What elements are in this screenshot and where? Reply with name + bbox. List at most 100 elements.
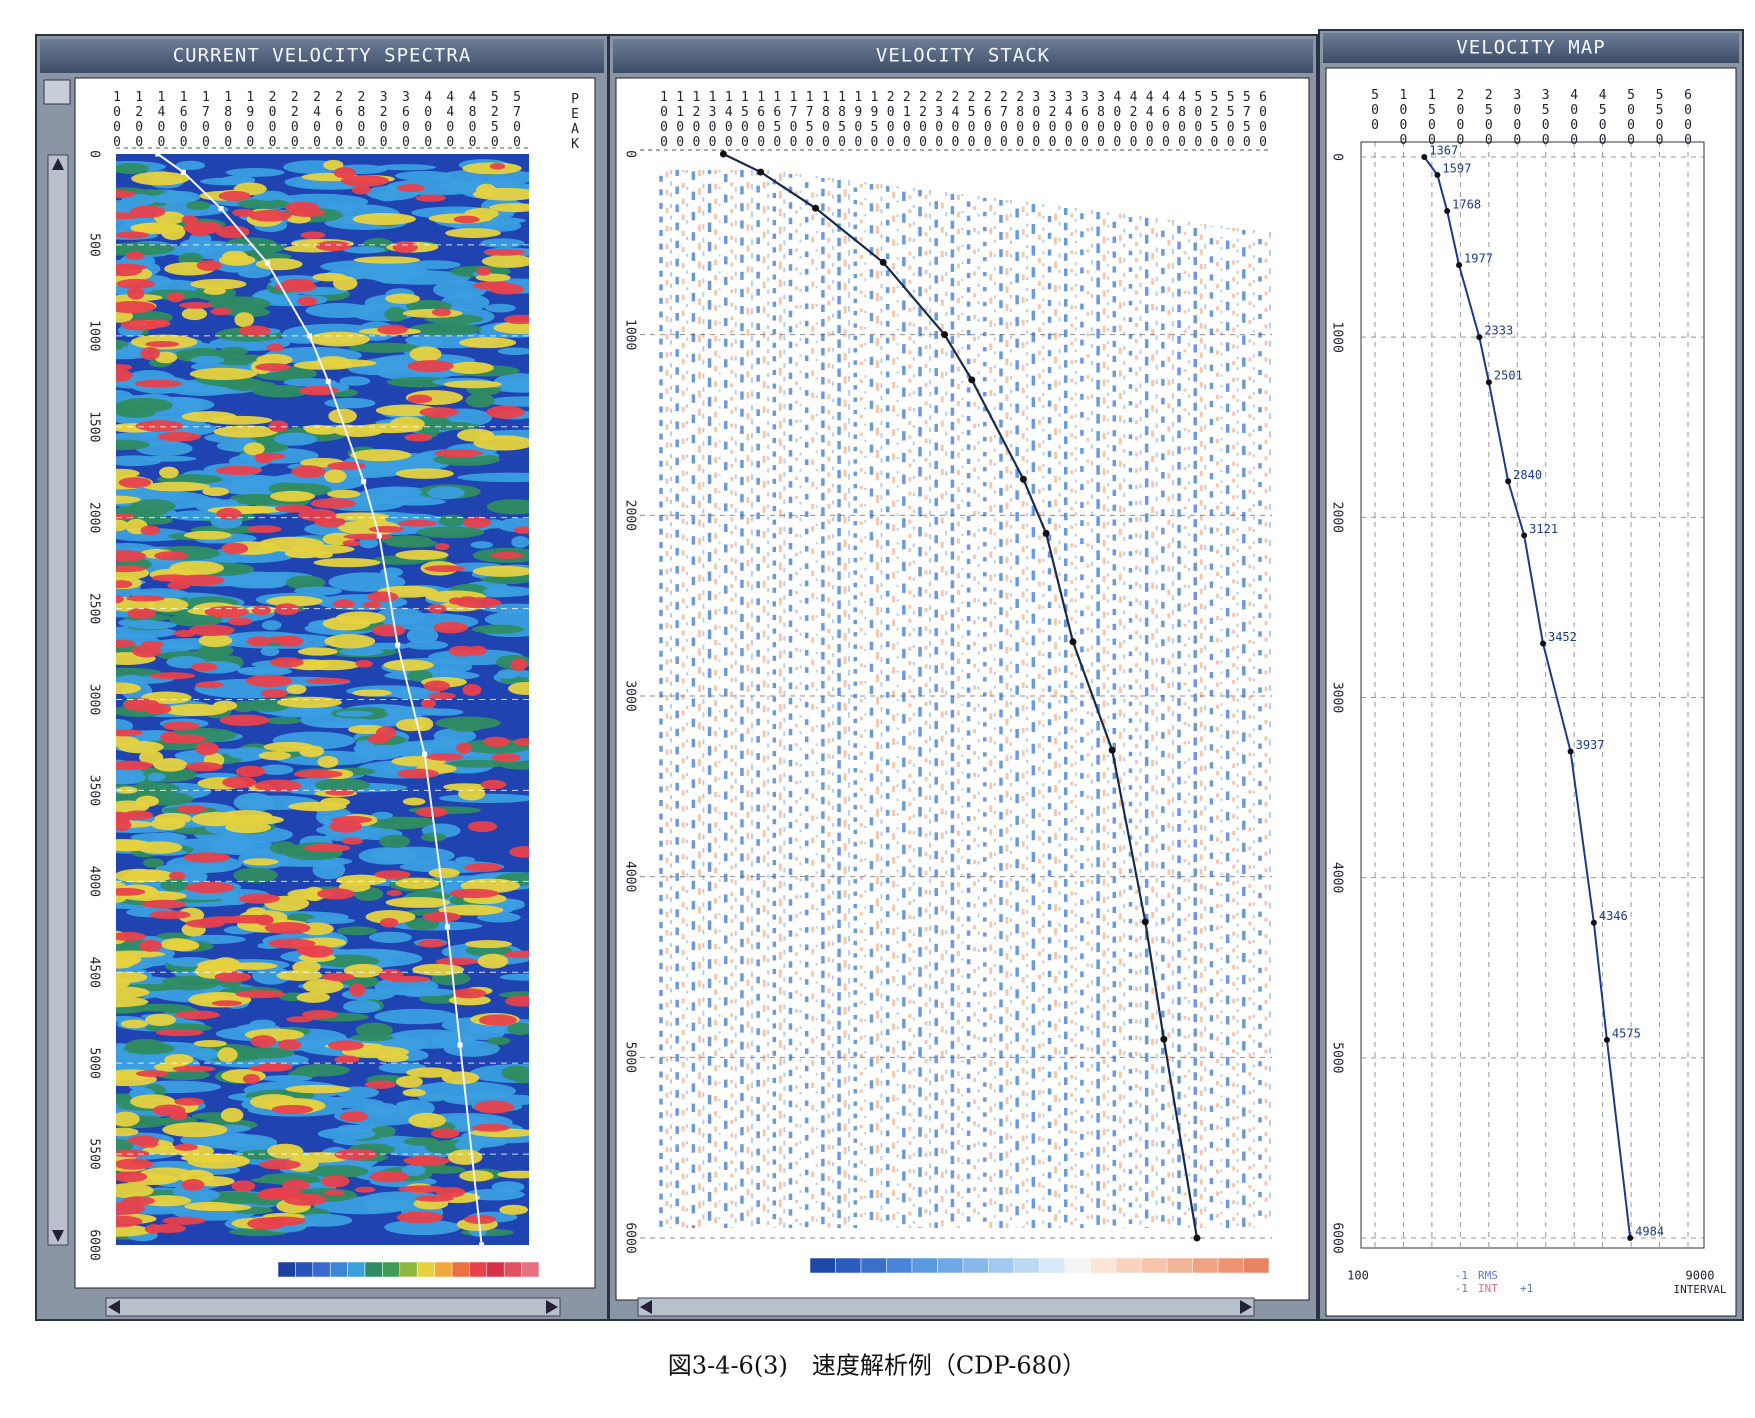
spectra-blob bbox=[499, 1204, 529, 1215]
spectra-blob bbox=[116, 772, 146, 784]
v-scrollbar[interactable] bbox=[47, 154, 69, 1246]
velocity-header: 3400 bbox=[1061, 90, 1076, 150]
spectra-blob bbox=[221, 542, 249, 555]
spectra-blob bbox=[324, 469, 347, 483]
spectra-blob bbox=[211, 957, 241, 973]
spectra-blob bbox=[448, 597, 464, 605]
spectra-blob bbox=[116, 439, 151, 451]
spectra-blob bbox=[204, 1191, 273, 1204]
spectra-blob bbox=[116, 1183, 154, 1199]
h-scrollbar[interactable] bbox=[637, 1297, 1255, 1317]
spectra-blob bbox=[303, 843, 351, 853]
spectra-blob bbox=[417, 1092, 449, 1102]
velocity-header: 4500 bbox=[1595, 88, 1610, 148]
spectra-blob bbox=[286, 1016, 313, 1023]
pick-point bbox=[1521, 532, 1528, 539]
spectra-blob bbox=[130, 205, 166, 219]
time-tick-label: 6000 bbox=[1330, 1222, 1345, 1253]
title-bar bbox=[40, 39, 604, 73]
spectra-blob bbox=[490, 551, 524, 559]
spectra-blob bbox=[267, 1143, 304, 1159]
velocity-header: 1900 bbox=[851, 90, 866, 150]
velocity-header: 4400 bbox=[1142, 90, 1157, 150]
scroll-right[interactable] bbox=[1240, 1300, 1252, 1314]
spectra-blob bbox=[243, 442, 265, 456]
spectra-blob bbox=[335, 203, 357, 212]
spectra-blob bbox=[484, 610, 529, 628]
spectra-blob bbox=[190, 278, 247, 290]
pick-label: 4575 bbox=[1612, 1026, 1641, 1040]
spectra-blob bbox=[422, 911, 461, 922]
spectra-blob bbox=[481, 254, 529, 268]
spectra-blob bbox=[448, 645, 476, 657]
spectra-blob bbox=[339, 376, 371, 386]
h-scrollbar[interactable] bbox=[105, 1297, 561, 1317]
corner-button[interactable] bbox=[43, 79, 71, 105]
spectra-blob bbox=[198, 634, 233, 648]
pick-label: 2840 bbox=[1513, 468, 1542, 482]
spectra-blob bbox=[386, 889, 402, 897]
spectra-blob bbox=[336, 926, 378, 936]
scroll-left[interactable] bbox=[108, 1300, 120, 1314]
spectra-blob bbox=[487, 396, 529, 407]
spectra-blob bbox=[352, 213, 416, 226]
spectra-blob bbox=[148, 194, 198, 204]
spectra-blob bbox=[513, 526, 529, 534]
velocity-header: 2200 bbox=[916, 90, 931, 150]
spectra-blob bbox=[342, 540, 361, 547]
spectra-blob bbox=[334, 1148, 378, 1161]
map-canvas bbox=[1325, 67, 1737, 1317]
velocity-header: 1800 bbox=[818, 90, 833, 150]
spectra-blob bbox=[125, 251, 145, 260]
colorbar-cell bbox=[469, 1261, 488, 1278]
spectra-blob bbox=[303, 978, 344, 994]
colorbar-cell bbox=[347, 1261, 366, 1278]
spectra-blob bbox=[316, 240, 352, 252]
colorbar-cell bbox=[886, 1257, 913, 1274]
pick-point bbox=[395, 642, 401, 648]
spectra-blob bbox=[122, 810, 153, 821]
colorbar-cell bbox=[521, 1261, 540, 1278]
velocity-header: 1600 bbox=[176, 90, 191, 150]
spectra-blob bbox=[348, 342, 420, 353]
spectra-blob bbox=[274, 281, 317, 293]
pick-point bbox=[1434, 172, 1441, 179]
scroll-left[interactable] bbox=[640, 1300, 652, 1314]
spectra-blob bbox=[258, 1159, 301, 1170]
spectra-blob bbox=[408, 1112, 447, 1128]
spectra-blob bbox=[121, 193, 156, 207]
spectra-blob bbox=[509, 846, 529, 858]
velocity-header: 5250 bbox=[1207, 90, 1222, 150]
spectra-blob bbox=[186, 200, 211, 210]
spectra-blob bbox=[367, 591, 399, 603]
spectra-blob bbox=[435, 1186, 466, 1198]
spectra-blob bbox=[172, 1065, 216, 1073]
pick-label: 1597 bbox=[1442, 162, 1471, 176]
spectra-blob bbox=[377, 275, 411, 284]
spectra-blob bbox=[477, 953, 509, 969]
spectra-blob bbox=[294, 586, 343, 596]
legend-label: INT bbox=[1478, 1282, 1498, 1295]
spectra-blob bbox=[235, 765, 266, 778]
spectra-blob bbox=[149, 672, 196, 680]
velocity-header: 3800 bbox=[1094, 90, 1109, 150]
spectra-blob bbox=[255, 453, 274, 464]
spectra-blob bbox=[160, 878, 190, 892]
scroll-up[interactable] bbox=[52, 158, 64, 170]
spectra-blob bbox=[188, 624, 235, 637]
velocity-header: 4000 bbox=[1567, 88, 1582, 148]
spectra-blob bbox=[428, 868, 460, 879]
spectra-blob bbox=[116, 841, 151, 852]
scroll-right[interactable] bbox=[546, 1300, 558, 1314]
velocity-header: 2600 bbox=[332, 90, 347, 150]
velocity-header: 3000 bbox=[1029, 90, 1044, 150]
scroll-down[interactable] bbox=[52, 1230, 64, 1242]
pick-point bbox=[1485, 379, 1492, 386]
spectra-blob bbox=[366, 744, 408, 753]
spectra-blob bbox=[503, 950, 529, 959]
pick-point bbox=[1421, 154, 1428, 160]
colorbar-cell bbox=[1217, 1257, 1244, 1274]
spectra-blob bbox=[271, 1104, 314, 1114]
spectra-blob bbox=[355, 740, 375, 749]
spectra-blob bbox=[238, 893, 280, 904]
